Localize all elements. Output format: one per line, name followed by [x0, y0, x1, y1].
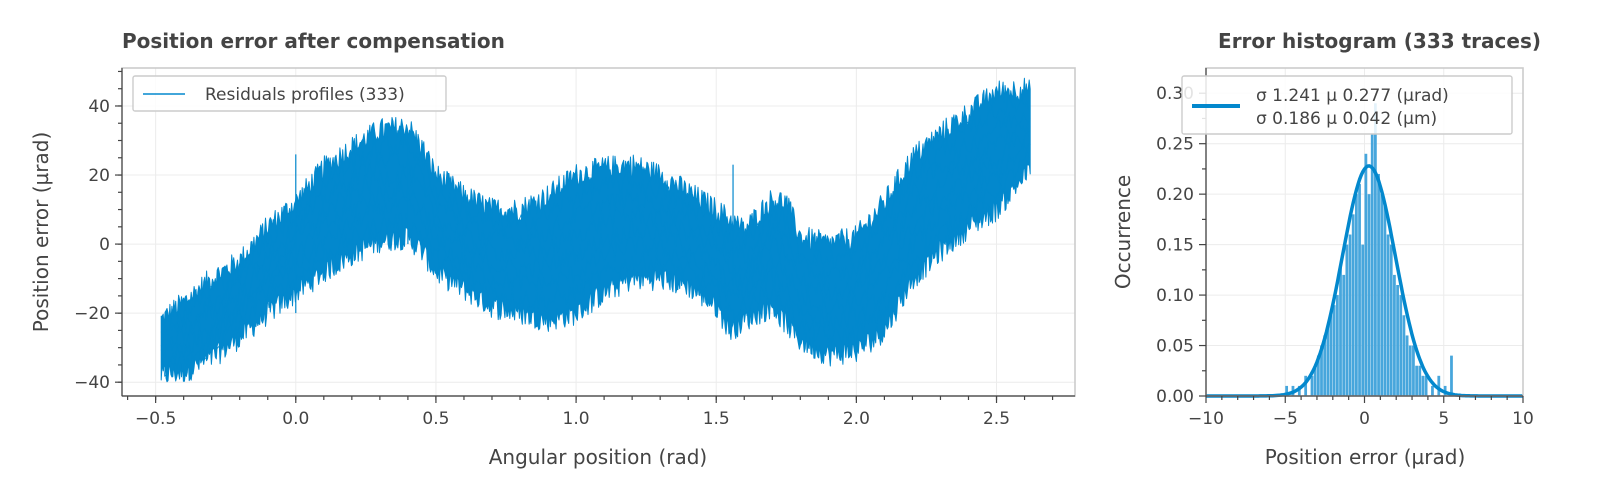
histogram-bar [1393, 274, 1396, 396]
right-y-tick-label: 0.25 [1156, 135, 1194, 155]
histogram-bar [1326, 325, 1330, 396]
histogram-bar [1374, 103, 1377, 397]
histogram-chart: Error histogram (333 traces) −10 −5 0 5 10 0.… [1111, 29, 1541, 469]
right-y-tick-label: 0.20 [1156, 185, 1194, 205]
left-legend-text: Residuals profiles (333) [205, 85, 405, 105]
residual-trace [160, 112, 1031, 347]
residual-trace [160, 96, 1031, 338]
histogram-bar [1424, 375, 1428, 396]
right-x-tick-label: 10 [1512, 409, 1534, 429]
right-y-tick-label: 0.15 [1156, 236, 1194, 256]
histogram-bars [1285, 103, 1453, 397]
right-legend-box [1181, 75, 1513, 135]
histogram-bar [1313, 365, 1317, 396]
histogram-bar [1377, 173, 1380, 396]
histogram-bar [1348, 234, 1352, 396]
histogram-bar [1412, 345, 1415, 396]
right-y-tick-label: 0.05 [1156, 337, 1194, 357]
histogram-bar [1345, 244, 1349, 396]
histogram-bar [1351, 214, 1355, 396]
left-chart-title: Position error after compensation [122, 29, 505, 53]
left-x-tick-label: 2.0 [843, 409, 870, 429]
residuals-chart: Position error after compensation −0.5 0.… [29, 29, 1076, 469]
residual-trace [160, 128, 1031, 359]
histogram-bar [1405, 335, 1409, 396]
left-x-tick-label: −0.5 [135, 409, 176, 429]
histogram-bar [1396, 284, 1399, 396]
left-y-tick-label: 40 [88, 97, 110, 117]
histogram-bar [1408, 345, 1412, 396]
histogram-bar [1415, 365, 1418, 396]
left-x-tick-label: 0.0 [282, 409, 309, 429]
histogram-bar [1431, 385, 1434, 396]
histogram-bar [1323, 335, 1327, 396]
residual-trace [160, 140, 1031, 365]
histogram-bar [1418, 365, 1422, 396]
histogram-bar [1399, 295, 1403, 396]
right-chart-title: Error histogram (333 traces) [1218, 29, 1541, 53]
histogram-bar [1358, 184, 1361, 396]
right-x-tick-label: −5 [1273, 409, 1298, 429]
left-x-axis-label: Angular position (rad) [489, 445, 707, 469]
histogram-bar [1354, 194, 1358, 396]
residuals-traces [160, 77, 1031, 383]
left-y-tick-label: −20 [74, 304, 110, 324]
right-legend: σ 1.241 μ 0.277 (µrad) σ 0.186 μ 0.042 (… [1181, 75, 1513, 135]
histogram-bar [1402, 315, 1406, 396]
histogram-bar [1335, 295, 1339, 396]
histogram-bar [1383, 204, 1387, 396]
histogram-bar [1421, 375, 1425, 396]
right-y-axis-label: Occurrence [1111, 175, 1135, 289]
histogram-bar [1285, 385, 1289, 396]
histogram-bar [1364, 153, 1368, 396]
histogram-bar [1380, 194, 1384, 396]
right-y-tick-label: 0.00 [1156, 387, 1194, 407]
histogram-bar [1386, 234, 1390, 396]
left-y-tick-label: 0 [99, 235, 110, 255]
residual-trace [161, 149, 1031, 378]
left-y-axis-label: Position error (µrad) [29, 132, 53, 333]
left-axes: −0.5 0.0 0.5 1.0 1.5 2.0 2.5 −40 −20 0 20 40 [74, 68, 1075, 429]
left-x-tick-label: 1.5 [703, 409, 730, 429]
histogram-bar [1332, 305, 1336, 396]
left-legend: Residuals profiles (333) [132, 75, 447, 112]
right-x-tick-label: 5 [1438, 409, 1449, 429]
right-x-tick-label: −10 [1188, 409, 1224, 429]
left-y-tick-label: −40 [74, 373, 110, 393]
left-x-tick-label: 0.5 [422, 409, 449, 429]
histogram-bar [1320, 345, 1323, 396]
histogram-bar [1370, 133, 1374, 396]
histogram-bar [1361, 244, 1365, 396]
left-x-tick-label: 1.0 [563, 409, 590, 429]
histogram-bar [1297, 385, 1301, 396]
right-axes: −10 −5 0 5 100.000.050.100.150.200.250.30 [1156, 68, 1534, 429]
right-x-axis-label: Position error (µrad) [1265, 445, 1466, 469]
histogram-bar [1316, 355, 1320, 396]
left-legend-box [132, 75, 447, 112]
histogram-bar [1304, 375, 1308, 396]
histogram-bar [1339, 264, 1342, 396]
histogram-bar [1437, 375, 1441, 396]
right-y-tick-label: 0.10 [1156, 286, 1194, 306]
histogram-bar [1310, 375, 1314, 396]
right-x-tick-label: 0 [1359, 409, 1370, 429]
left-y-tick-label: 20 [88, 166, 110, 186]
residual-trace [160, 123, 1031, 348]
right-legend-line-1: σ 1.241 μ 0.277 (µrad) [1256, 86, 1449, 106]
right-legend-line-2: σ 0.186 μ 0.042 (µm) [1256, 109, 1437, 129]
histogram-bar [1342, 274, 1346, 396]
histogram-bar [1450, 355, 1453, 396]
histogram-bar [1367, 194, 1371, 396]
histogram-bar [1389, 244, 1393, 396]
histogram-bar [1329, 315, 1333, 396]
left-x-tick-label: 2.5 [983, 409, 1010, 429]
